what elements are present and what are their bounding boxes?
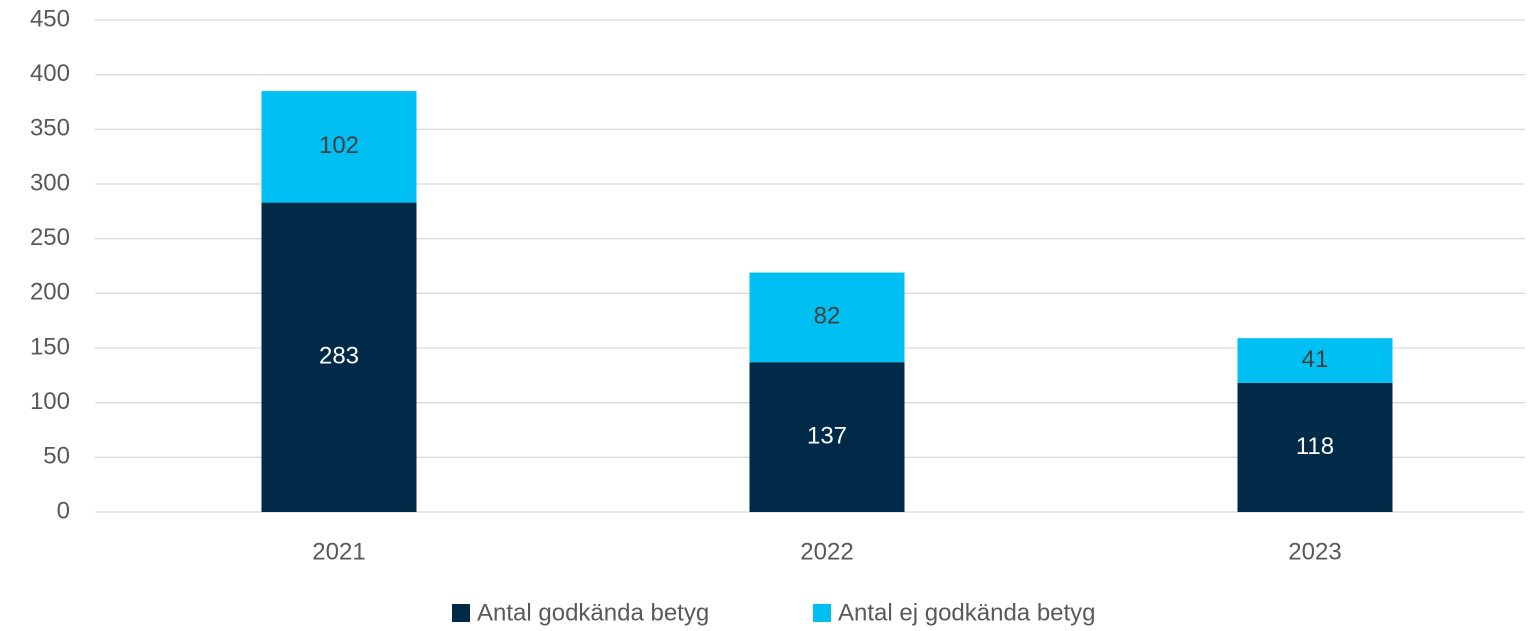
bar-segment (261, 91, 417, 203)
y-tick-label: 400 (30, 60, 70, 87)
y-tick-label: 450 (30, 5, 70, 32)
x-tick-label: 2023 (1288, 538, 1341, 565)
legend-swatch (813, 604, 831, 622)
y-tick-label: 100 (30, 388, 70, 415)
data-label: 137 (807, 422, 847, 449)
legend-label: Antal ej godkända betyg (838, 599, 1096, 626)
legend-label: Antal godkända betyg (477, 599, 709, 626)
y-tick-label: 250 (30, 224, 70, 251)
y-tick-label: 50 (43, 443, 70, 470)
bar-segment (1237, 338, 1393, 383)
x-tick-label: 2022 (800, 538, 853, 565)
y-tick-label: 200 (30, 279, 70, 306)
data-label: 102 (319, 132, 359, 159)
y-tick-label: 150 (30, 333, 70, 360)
bar-segment (261, 202, 417, 512)
bar-segment (749, 272, 905, 363)
bar-segment (749, 362, 905, 512)
legend-swatch (452, 604, 470, 622)
y-tick-label: 350 (30, 115, 70, 142)
x-tick-label: 2021 (312, 538, 365, 565)
data-label: 82 (814, 303, 841, 330)
y-tick-label: 0 (57, 497, 70, 524)
y-tick-label: 300 (30, 169, 70, 196)
data-label: 283 (319, 343, 359, 370)
data-label: 118 (1296, 433, 1334, 460)
bar-segment (1237, 382, 1393, 512)
data-label: 41 (1302, 346, 1329, 373)
